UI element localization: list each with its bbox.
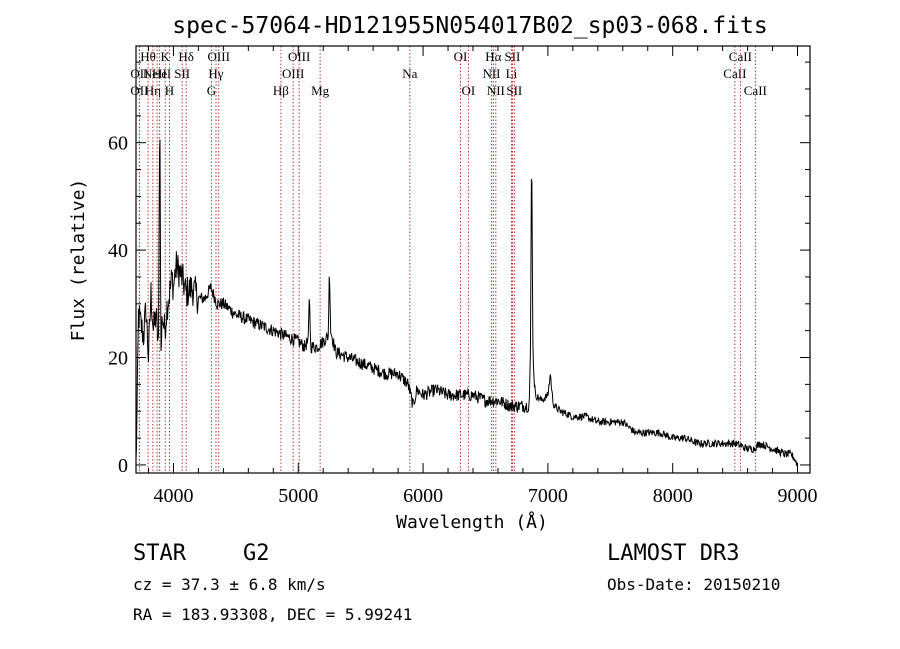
line-label: Hη — [145, 83, 161, 98]
line-label: NII — [487, 83, 505, 98]
line-label: CaII — [744, 83, 767, 98]
line-label: OIII — [208, 49, 230, 64]
line-label: OIII — [282, 66, 304, 81]
line-label: K — [161, 49, 171, 64]
line-label: Mg — [311, 83, 330, 98]
line-label: G — [207, 83, 216, 98]
line-label: Hδ — [178, 49, 194, 64]
y-tick-label: 0 — [118, 455, 128, 477]
coordinates: RA = 183.93308, DEC = 5.99241 — [133, 605, 412, 624]
line-label: Hθ — [140, 49, 156, 64]
x-axis-label: Wavelength (Å) — [396, 511, 548, 533]
x-tick-label: 4000 — [153, 485, 193, 507]
line-label: OII — [130, 83, 148, 98]
line-label: NeIII — [143, 66, 171, 81]
line-markers: OIIOIIHθHηNeIIIHeKHSIIHδGHγOIIIHβOIIIOII… — [130, 46, 767, 473]
redshift-text: cz = 37.3 ± 6.8 km/s — [133, 575, 326, 594]
line-label: Na — [402, 66, 417, 81]
obs-date: Obs-Date: 20150210 — [607, 575, 780, 594]
x-axis: 4000 5000 6000 7000 8000 9000 — [147, 46, 818, 507]
subclass: G2 — [243, 541, 270, 566]
line-label: OIII — [288, 49, 310, 64]
y-tick-label: 60 — [108, 133, 128, 155]
line-label: Hα — [485, 49, 501, 64]
object-class: STAR — [133, 541, 187, 566]
x-tick-label: 5000 — [278, 485, 318, 507]
survey-name: LAMOST DR3 — [607, 541, 739, 566]
x-tick-label: 9000 — [778, 485, 818, 507]
x-tick-label: 6000 — [403, 485, 443, 507]
line-label: OII — [130, 66, 148, 81]
y-axis: 0 20 40 60 — [108, 61, 810, 477]
y-tick-label: 40 — [108, 240, 128, 262]
chart-title: spec-57064-HD121955N054017B02_sp03-068.f… — [172, 13, 767, 39]
line-label: Hγ — [208, 66, 223, 81]
line-label: He — [152, 66, 167, 81]
plot-frame — [135, 45, 811, 474]
x-tick-label: 7000 — [528, 485, 568, 507]
line-label: SII — [174, 66, 190, 81]
x-tick-label: 8000 — [653, 485, 693, 507]
line-label: H — [165, 83, 174, 98]
line-label: CaII — [723, 66, 746, 81]
y-axis-label: Flux (relative) — [68, 179, 89, 342]
line-label: Li — [506, 66, 518, 81]
line-label: NII — [482, 66, 500, 81]
line-label: OI — [462, 83, 476, 98]
line-label: OI — [454, 49, 468, 64]
line-label: CaII — [729, 49, 752, 64]
line-label: SII — [506, 83, 522, 98]
y-tick-label: 20 — [108, 348, 128, 370]
line-label: SII — [504, 49, 520, 64]
line-label: Hβ — [273, 83, 289, 98]
spectrum-series — [135, 139, 798, 467]
